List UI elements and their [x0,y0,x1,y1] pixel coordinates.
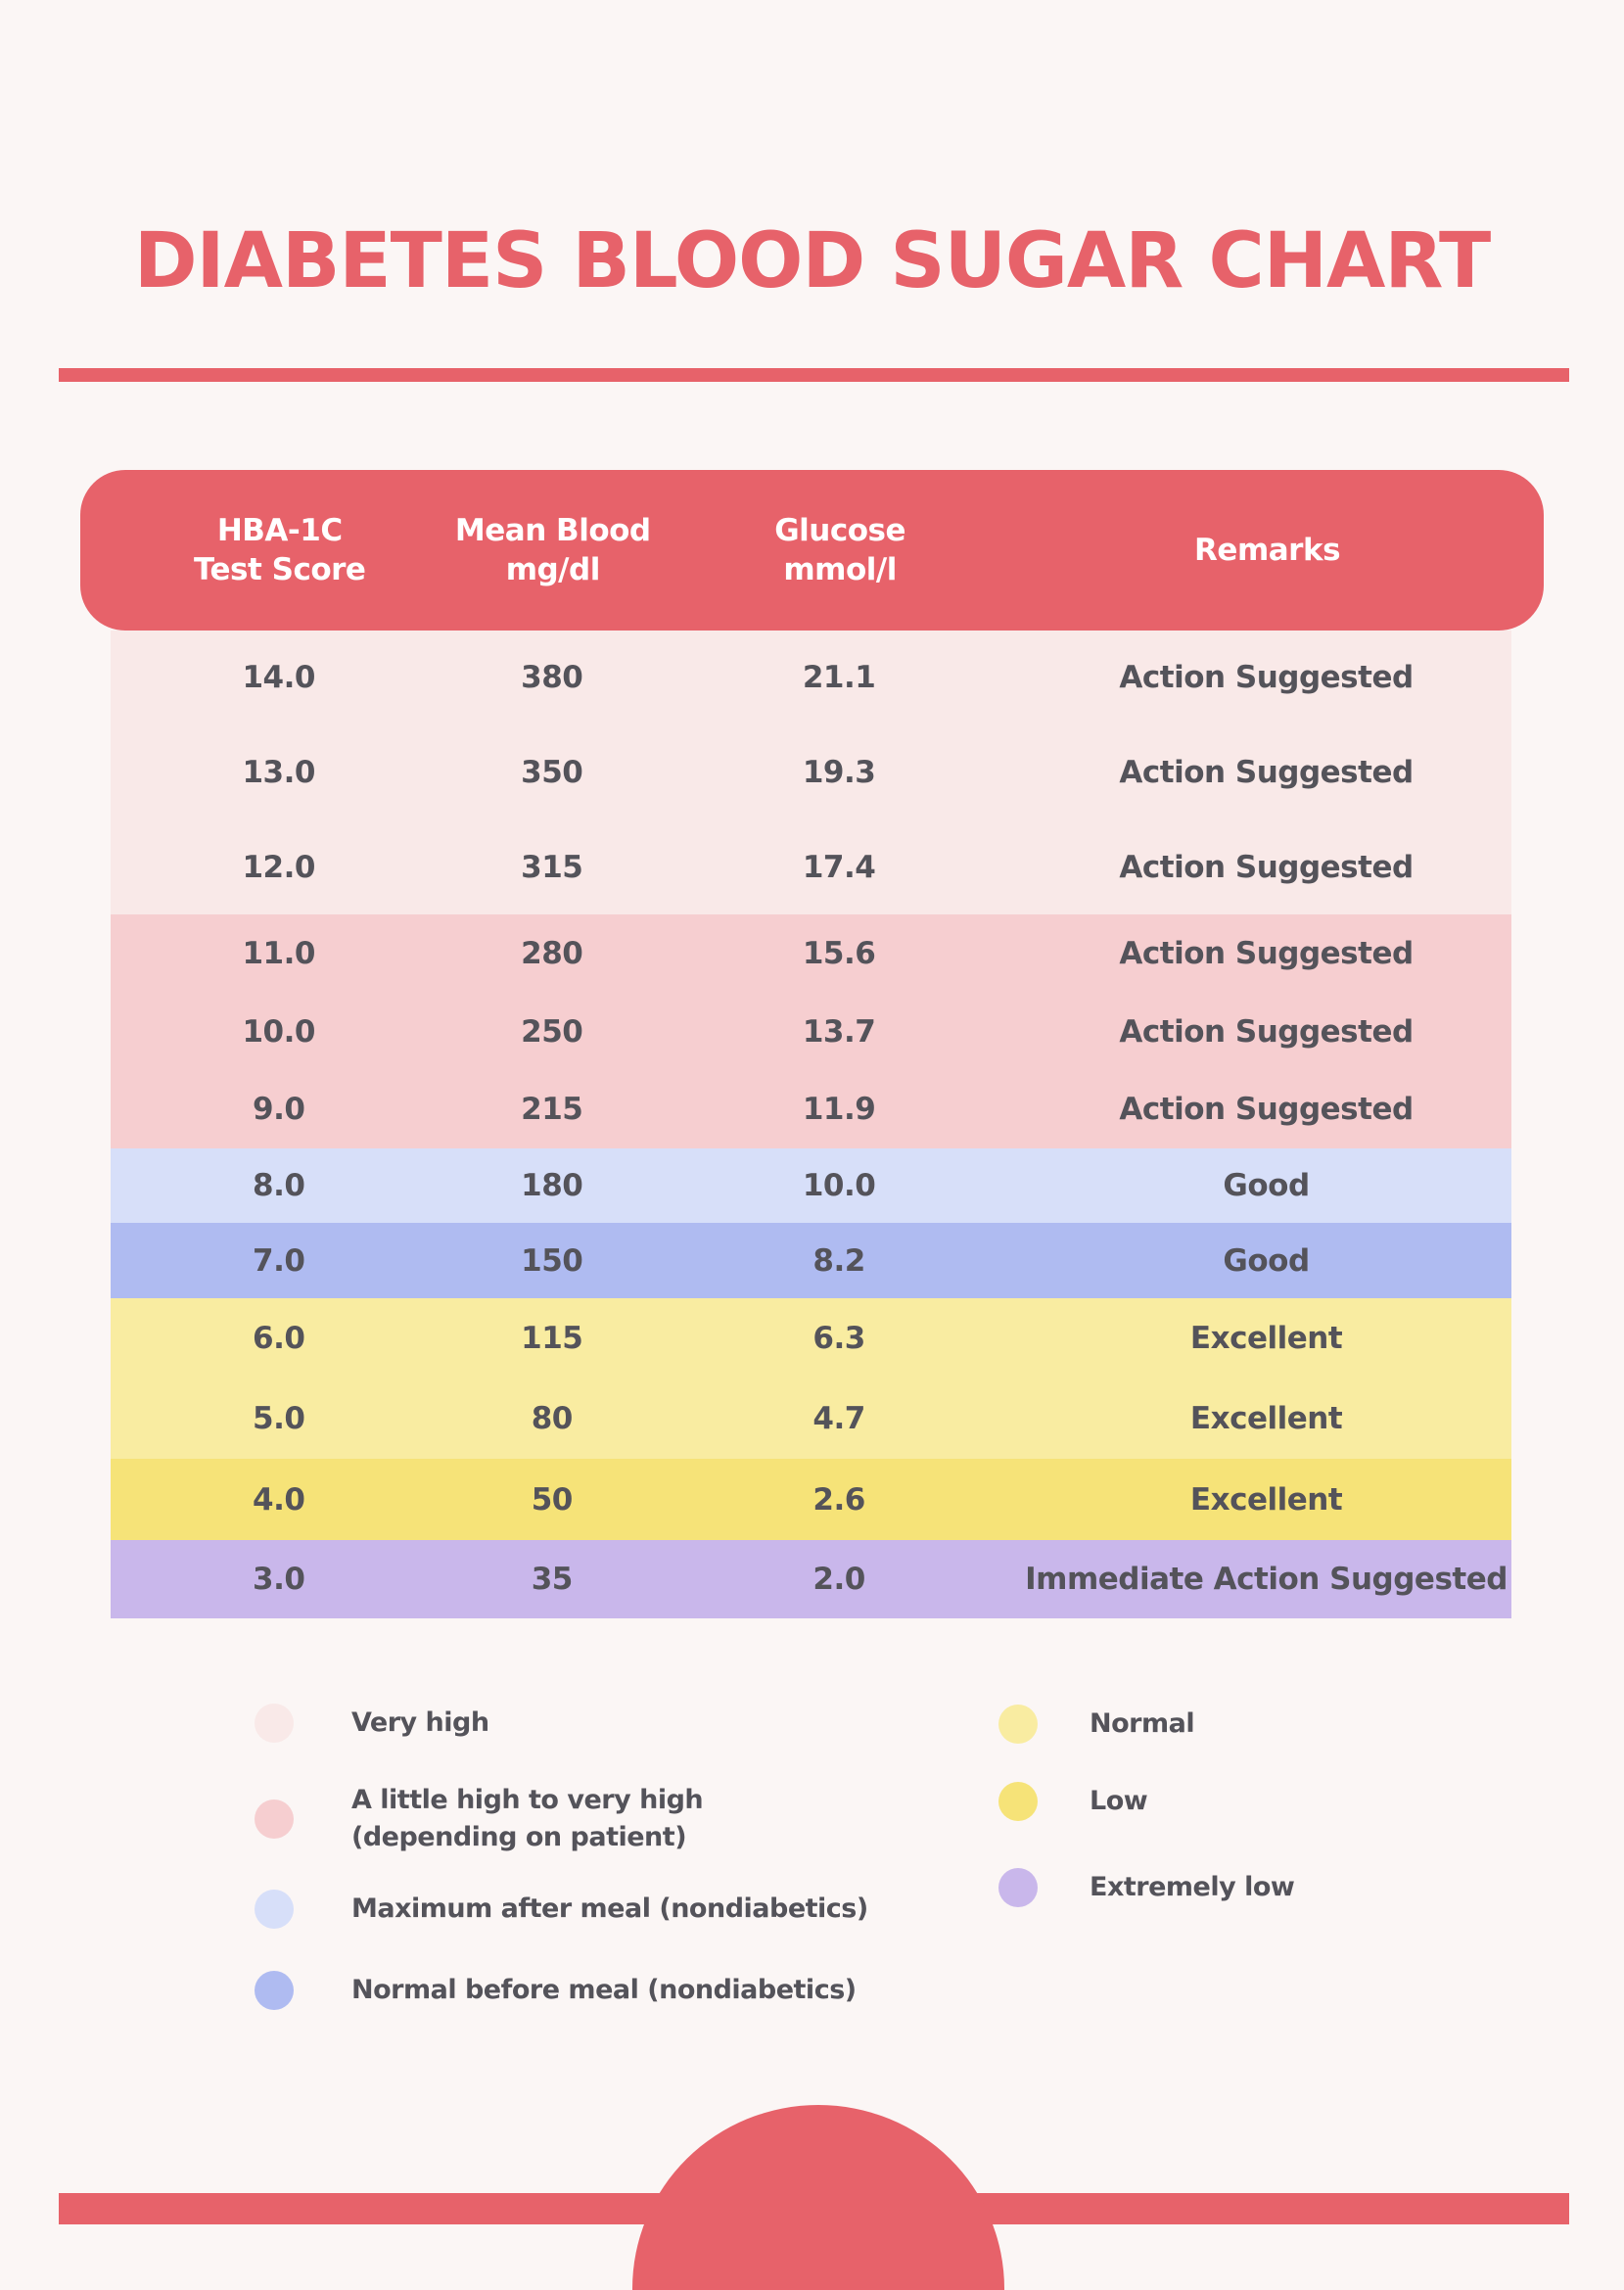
cell-remarks: Excellent [1189,1321,1343,1357]
cell-remarks: Good [1223,1168,1310,1204]
cell-glucose: 17.4 [802,849,876,885]
cell-hba1c-score: 9.0 [253,1092,305,1128]
column-header-line: Glucose [774,513,905,548]
cell-mean-blood: 315 [521,849,583,885]
max-after-meal-dot-icon [255,1890,294,1929]
column-header-hba1c: HBA-1C Test Score [112,511,447,589]
legend-item-normal: Normal [998,1705,1195,1744]
cell-mean-blood: 150 [521,1242,583,1279]
cell-hba1c-score: 6.0 [253,1321,305,1357]
cell-hba1c-score: 12.0 [242,849,315,885]
cell-glucose: 21.1 [802,660,876,696]
cell-remarks: Action Suggested [1119,1092,1414,1128]
title-divider [59,368,1569,382]
cell-hba1c-score: 3.0 [253,1562,305,1598]
cell-glucose: 11.9 [802,1092,876,1128]
cell-mean-blood: 115 [521,1321,583,1357]
legend-item-low: Low [998,1782,1148,1821]
table-row: 7.0 150 8.2 Good [111,1223,1511,1299]
cell-remarks: Good [1223,1242,1310,1279]
column-header-line: mg/dl [505,552,601,587]
column-header-glucose: Glucose mmol/l [658,511,1022,589]
cell-mean-blood: 35 [531,1562,574,1598]
cell-mean-blood: 50 [531,1481,574,1518]
column-header-line: Mean Blood [454,513,651,548]
column-header-line: HBA-1C [216,513,343,548]
column-header-mean-blood: Mean Blood mg/dl [447,511,658,589]
cell-remarks: Action Suggested [1119,849,1414,885]
legend-label: Normal before meal (nondiabetics) [351,1975,857,2005]
legend-item-max-after-meal: Maximum after meal (nondiabetics) [255,1890,868,1929]
cell-hba1c-score: 14.0 [242,660,315,696]
column-header-line: Remarks [1194,533,1341,568]
cell-glucose: 19.3 [802,755,876,791]
cell-glucose: 8.2 [812,1242,865,1279]
cell-mean-blood: 180 [521,1168,583,1204]
table-row: 3.0 35 2.0 Immediate Action Suggested [111,1540,1511,1619]
table-row: 4.0 50 2.6 Excellent [111,1459,1511,1541]
page-title: DIABETES BLOOD SUGAR CHART [133,217,1491,305]
cell-glucose: 4.7 [812,1401,865,1437]
cell-mean-blood: 80 [531,1401,574,1437]
cell-remarks: Action Suggested [1119,935,1414,971]
cell-remarks: Excellent [1189,1401,1343,1437]
legend-label: Very high [351,1707,489,1738]
cell-glucose: 15.6 [802,935,876,971]
legend-label: A little high to very high (depending on… [351,1785,704,1852]
cell-mean-blood: 350 [521,755,583,791]
cell-remarks: Excellent [1189,1481,1343,1518]
table-row: 8.0 180 10.0 Good [111,1148,1511,1224]
normal-before-meal-dot-icon [255,1971,294,2010]
cell-remarks: Action Suggested [1119,660,1414,696]
low-dot-icon [998,1782,1038,1821]
cell-glucose: 2.6 [812,1481,865,1518]
cell-glucose: 6.3 [812,1321,865,1357]
legend-label: Maximum after meal (nondiabetics) [351,1893,868,1924]
cell-remarks: Immediate Action Suggested [1025,1562,1508,1598]
cell-remarks: Action Suggested [1119,755,1414,791]
cell-mean-blood: 380 [521,660,583,696]
very-high-dot-icon [255,1704,294,1743]
table-row: 10.0 250 13.7 Action Suggested [111,992,1511,1071]
cell-mean-blood: 215 [521,1092,583,1128]
column-header-line: Test Score [194,552,366,587]
cell-hba1c-score: 7.0 [253,1242,305,1279]
little-high-dot-icon [255,1799,294,1839]
legend-item-extremely-low: Extremely low [998,1868,1295,1907]
legend-label: Normal [1090,1708,1195,1739]
legend-label: Extremely low [1090,1872,1295,1902]
cell-hba1c-score: 10.0 [242,1013,315,1050]
legend-item-little-high: A little high to very high (depending on… [255,1782,704,1856]
table-body: 14.0 380 21.1 Action Suggested 13.0 350 19.3 Ac… [111,631,1511,1619]
cell-hba1c-score: 11.0 [242,935,315,971]
table-row: 12.0 315 17.4 Action Suggested [111,819,1511,915]
table-row: 14.0 380 21.1 Action Suggested [111,631,1511,725]
footer-dome [632,2105,1004,2290]
column-header-line: mmol/l [783,552,897,587]
cell-glucose: 13.7 [802,1013,876,1050]
cell-remarks: Action Suggested [1119,1013,1414,1050]
table-row: 11.0 280 15.6 Action Suggested [111,914,1511,993]
legend-item-normal-before-meal: Normal before meal (nondiabetics) [255,1971,857,2010]
table-row: 5.0 80 4.7 Excellent [111,1379,1511,1460]
cell-glucose: 10.0 [802,1168,876,1204]
cell-mean-blood: 280 [521,935,583,971]
cell-hba1c-score: 13.0 [242,755,315,791]
cell-hba1c-score: 5.0 [253,1401,305,1437]
table-row: 13.0 350 19.3 Action Suggested [111,724,1511,820]
cell-glucose: 2.0 [812,1562,865,1598]
column-header-remarks: Remarks [1022,531,1512,570]
extremely-low-dot-icon [998,1868,1038,1907]
legend-label: Low [1090,1786,1148,1816]
normal-dot-icon [998,1705,1038,1744]
cell-hba1c-score: 8.0 [253,1168,305,1204]
legend-item-very-high: Very high [255,1704,489,1743]
cell-hba1c-score: 4.0 [253,1481,305,1518]
cell-mean-blood: 250 [521,1013,583,1050]
table-row: 9.0 215 11.9 Action Suggested [111,1070,1511,1149]
table-header: HBA-1C Test Score Mean Blood mg/dl Gluco… [80,470,1544,631]
table-row: 6.0 115 6.3 Excellent [111,1298,1511,1379]
